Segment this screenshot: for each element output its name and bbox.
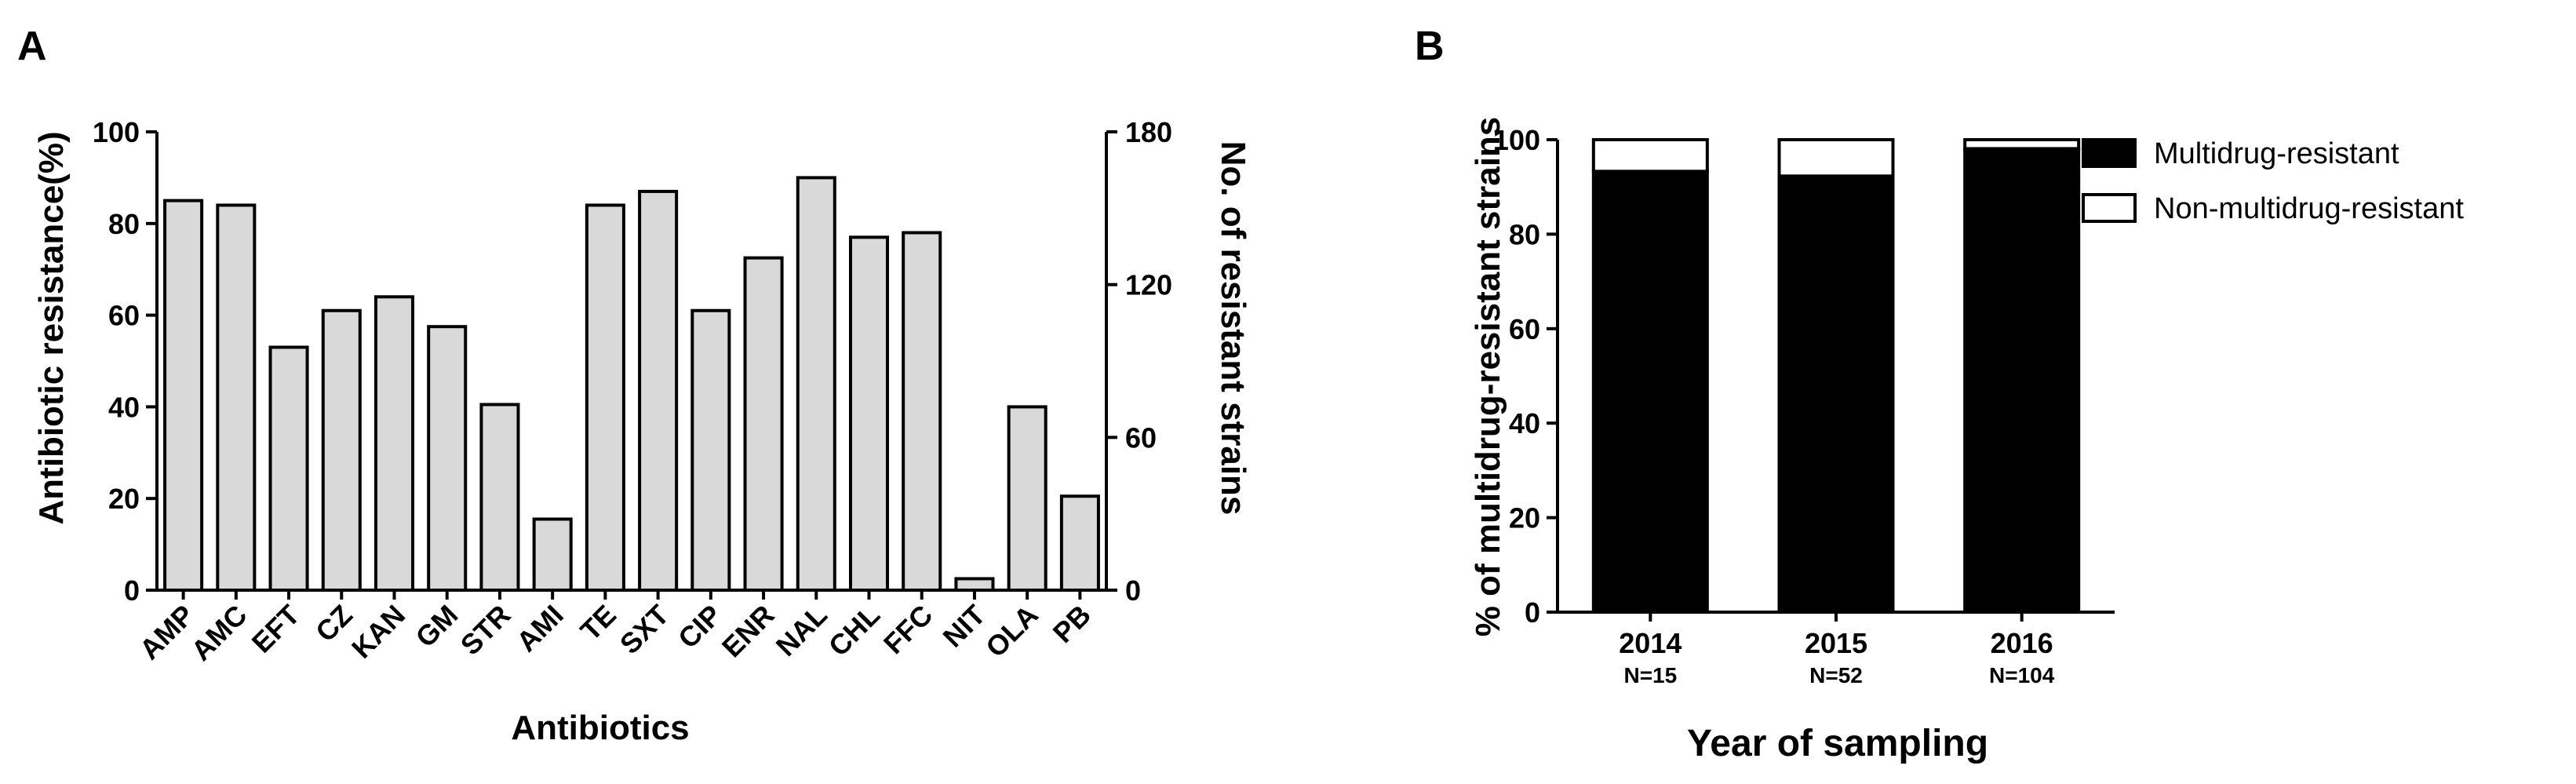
bar-pb: [1059, 494, 1100, 593]
bar-ola: [1007, 405, 1048, 593]
x-tick-label-str: STR: [454, 599, 517, 662]
right-y-tick-label: 0: [1125, 574, 1141, 607]
bar-2015-multidrug-resistant: [1777, 174, 1895, 614]
x-tick-label-cip: CIP: [672, 599, 727, 655]
bar-te: [585, 203, 625, 592]
y-tick-label: 0: [1525, 596, 1540, 629]
right-y-tick-label: 180: [1125, 116, 1172, 148]
legend-swatch-non-multidrug-resistant: [2082, 193, 2137, 223]
bar-2016-non-multidrug-resistant: [1963, 138, 2081, 151]
panel-b-x-axis-title: Year of sampling: [1687, 723, 1988, 764]
x-tick-label-gm: GM: [409, 599, 464, 654]
x-tick-label-amp: AMP: [133, 599, 201, 666]
bar-2014-multidrug-resistant: [1591, 170, 1709, 614]
bar-gm: [427, 325, 468, 592]
panel-a-y-axis-title: Antibiotic resistance(%): [32, 131, 71, 524]
bar-ami: [532, 517, 573, 592]
right-y-tick-label: 60: [1125, 421, 1157, 454]
panel-b-legend: Multidrug-resistant Non-multidrug-resista…: [2082, 137, 2464, 225]
panel-b-axes: 2014 N=15 2015 N=52 2016 N=104 0 20 40 60 80 100: [1493, 124, 2115, 687]
x-tick-label-ami: AMI: [510, 599, 570, 658]
right-y-tick-label: 120: [1125, 269, 1172, 301]
bar-cip: [690, 308, 731, 592]
bar-nal: [796, 176, 836, 592]
x-tick-label-nal: NAL: [770, 599, 833, 662]
x-tick-label-ola: OLA: [979, 599, 1044, 664]
x-tick-label-sxt: SXT: [614, 599, 676, 661]
x-tick-label-pb: PB: [1047, 599, 1097, 649]
panel-a-letter: A: [17, 24, 47, 69]
left-y-tick-label: 80: [108, 208, 140, 240]
panel-b-chart: B 2014N=152015N=522016N=104020406080100 …: [1415, 24, 2464, 764]
bar-2015-non-multidrug-resistant: [1777, 138, 1895, 178]
bar-kan: [373, 295, 415, 592]
bar-amp: [163, 199, 204, 592]
left-y-tick-label: 100: [93, 116, 140, 148]
x-tick-label-eft: EFT: [246, 599, 306, 659]
x-tick-label-2014: 2014: [1619, 627, 1682, 659]
bar-2016-multidrug-resistant: [1963, 147, 2081, 614]
panel-b-letter: B: [1415, 24, 1445, 69]
bar-sxt: [638, 189, 679, 592]
legend-label-multidrug-resistant: Multidrug-resistant: [2154, 137, 2399, 170]
sample-size-label-2016: N=104: [1989, 663, 2055, 687]
bar-nit: [954, 577, 995, 593]
bar-chl: [848, 235, 890, 592]
left-y-tick-label: 60: [108, 300, 140, 332]
bar-cz: [321, 308, 362, 592]
legend-label-non-multidrug-resistant: Non-multidrug-resistant: [2154, 192, 2464, 225]
panel-b-bars: [1591, 138, 2081, 614]
panel-b-y-axis-title: % of multidrug-resistant strains: [1469, 117, 1507, 637]
left-y-tick-label: 20: [108, 483, 140, 515]
y-tick-label: 100: [1493, 124, 1540, 156]
y-tick-label: 80: [1509, 218, 1540, 250]
bar-ffc: [902, 231, 942, 592]
x-tick-label-2015: 2015: [1805, 627, 1867, 659]
panel-a-x-axis-title: Antibiotics: [511, 709, 689, 747]
panel-a-right-y-axis-title: No. of resistant strains: [1214, 141, 1252, 516]
sample-size-label-2015: N=52: [1809, 663, 1863, 687]
x-tick-label-kan: KAN: [345, 599, 411, 665]
x-tick-label-enr: ENR: [716, 599, 781, 664]
bar-2014-non-multidrug-resistant: [1591, 138, 1709, 173]
bar-str: [479, 403, 520, 592]
bar-eft: [268, 345, 309, 592]
y-tick-label: 20: [1509, 502, 1540, 534]
x-tick-label-ffc: FFC: [877, 599, 938, 660]
y-tick-label: 60: [1509, 313, 1540, 345]
left-y-tick-label: 0: [124, 574, 140, 607]
y-tick-label: 40: [1509, 407, 1540, 439]
legend-swatch-multidrug-resistant: [2082, 138, 2137, 168]
x-tick-label-amc: AMC: [185, 599, 253, 667]
left-y-tick-label: 40: [108, 391, 140, 423]
bar-enr: [743, 256, 784, 592]
x-tick-label-chl: CHL: [822, 599, 886, 662]
x-tick-label-2016: 2016: [1991, 627, 2053, 659]
bar-amc: [216, 203, 257, 592]
panel-a-bars: [163, 176, 1100, 593]
sample-size-label-2014: N=15: [1623, 663, 1677, 687]
